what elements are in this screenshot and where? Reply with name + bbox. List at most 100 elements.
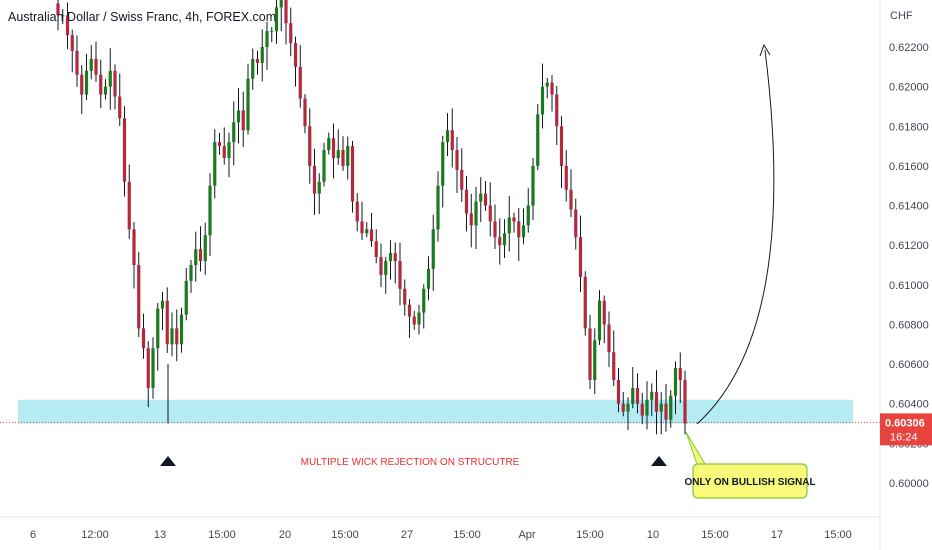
candle-body <box>441 142 445 186</box>
candle-body <box>521 225 526 238</box>
candle-body <box>303 98 307 127</box>
candle-body <box>422 288 426 313</box>
candle-body <box>75 50 79 75</box>
candle-body <box>122 118 127 182</box>
candle-body <box>545 82 549 87</box>
projection-arrow <box>696 49 775 425</box>
candle-body <box>502 233 507 246</box>
time-tick-label: 10 <box>647 529 659 541</box>
candle-body <box>507 217 511 234</box>
candle-body <box>650 391 654 400</box>
candle-body <box>678 368 682 380</box>
time-tick-label: Apr <box>518 529 535 541</box>
price-tick-label: 0.62200 <box>889 42 929 54</box>
candle-body <box>331 138 336 158</box>
candle-body <box>251 58 255 79</box>
candle-body <box>274 7 279 32</box>
candle-body <box>198 249 203 262</box>
candle-body <box>346 146 350 166</box>
candle-body <box>398 261 402 289</box>
candle-body <box>241 110 245 131</box>
candle-body <box>664 403 668 420</box>
candle-body <box>170 328 174 345</box>
time-tick-label: 15:00 <box>208 529 236 541</box>
candle-body <box>417 312 421 325</box>
candle-body <box>160 300 165 309</box>
time-tick-label: 27 <box>401 529 413 541</box>
candle-body <box>227 142 231 158</box>
price-tick-label: 0.60800 <box>889 319 929 331</box>
price-tick-label: 0.60400 <box>889 399 929 411</box>
time-tick-label: 6 <box>30 529 36 541</box>
candle-body <box>279 0 283 8</box>
callout-box[interactable] <box>692 463 808 499</box>
candle-body <box>393 253 397 262</box>
candle-body <box>146 348 150 388</box>
candle-body <box>208 185 212 236</box>
candle-body <box>469 213 473 226</box>
time-tick-label: 20 <box>279 529 291 541</box>
candle-body <box>293 43 298 67</box>
rejection-annotation: MULTIPLE WICK REJECTION ON STRUCUTRE <box>301 457 520 468</box>
candle-body <box>540 86 545 115</box>
candle-body <box>531 165 535 206</box>
candle-body <box>464 189 469 214</box>
candle-body <box>132 229 136 265</box>
candle-body <box>118 96 122 119</box>
candle-body <box>612 352 616 380</box>
candle-body <box>564 165 568 190</box>
candle-body <box>431 229 435 269</box>
candle-body <box>455 150 459 170</box>
candle-body <box>369 229 374 242</box>
candle-body <box>654 391 659 412</box>
candle-body <box>156 308 160 349</box>
candle-body <box>265 31 269 47</box>
candle-body <box>559 126 564 166</box>
candle-body <box>536 114 540 166</box>
countdown-timer: 16:24 <box>890 431 918 443</box>
candle-body <box>61 15 65 17</box>
candle-body <box>141 328 146 349</box>
candle-body <box>616 379 621 404</box>
candle-body <box>426 268 431 289</box>
candle-body <box>659 403 663 412</box>
candle-body <box>574 209 578 238</box>
candle-body <box>669 395 673 420</box>
candle-body <box>365 229 369 234</box>
candle-body <box>588 328 592 380</box>
candle-body <box>460 169 464 190</box>
arrow-head-icon <box>759 43 771 57</box>
candle-body <box>341 150 345 166</box>
candle-body <box>84 70 89 95</box>
candle-body <box>270 31 274 33</box>
candle-body <box>236 110 241 123</box>
candle-body <box>597 300 602 341</box>
candle-body <box>479 193 483 202</box>
candle-body <box>151 348 155 388</box>
chart-title: Australian Dollar / Swiss Franc, 4h, FOR… <box>8 10 277 24</box>
candle-body <box>450 130 454 151</box>
candle-body <box>621 403 625 412</box>
candle-body <box>555 94 559 127</box>
candle-body <box>179 314 184 345</box>
candle-body <box>312 165 317 194</box>
candle-body <box>284 0 288 24</box>
candle-body <box>194 249 198 265</box>
candle-body <box>336 150 340 158</box>
candle-body <box>327 138 331 151</box>
candle-body <box>255 58 260 63</box>
candle-body <box>94 58 98 75</box>
candle-body <box>127 181 131 230</box>
candle-body <box>526 205 530 226</box>
price-tick-label: 0.61600 <box>889 161 929 173</box>
rejection-marker-left <box>160 456 176 466</box>
candle-body <box>498 237 502 246</box>
candle-body <box>189 265 193 281</box>
candle-body <box>645 399 649 416</box>
current-price-value: 0.60306 <box>885 417 925 429</box>
candle-body <box>70 35 74 51</box>
rejection-marker-right <box>651 456 667 466</box>
time-tick-label: 13 <box>154 529 166 541</box>
